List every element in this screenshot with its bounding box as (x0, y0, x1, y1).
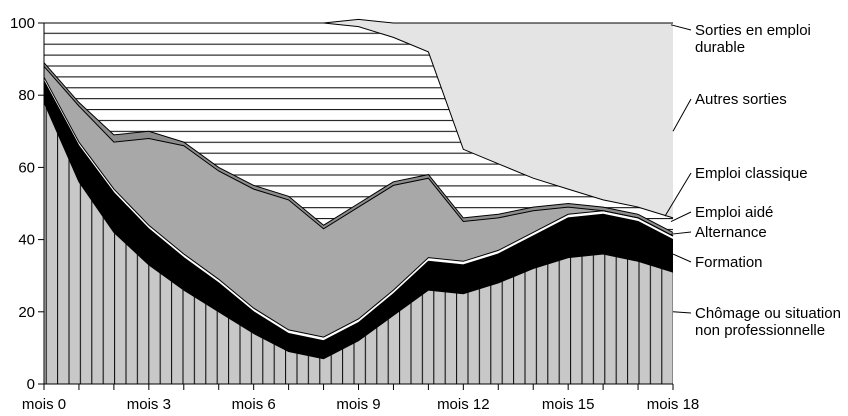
y-tick-label: 0 (27, 376, 35, 393)
x-tick-label: mois 6 (232, 396, 276, 413)
legend-label-sorties-en-emploi-durable: Sorties en emploi durable (695, 22, 811, 56)
x-tick-label: mois 9 (336, 396, 380, 413)
legend-label-alternance: Alternance (695, 224, 767, 241)
legend-leader-emploi-classique (664, 172, 692, 217)
x-tick-label: mois 15 (542, 396, 595, 413)
area-autres-sorties (44, 23, 673, 233)
series-line-emploi-classique (43, 62, 674, 233)
series-line-alternance (43, 76, 674, 338)
legend-label-autres-sorties: Autres sorties (695, 91, 787, 108)
series-line-formation (43, 80, 674, 342)
y-tick-label: 20 (18, 304, 35, 321)
y-tick-label: 40 (18, 232, 35, 249)
legend-leader-emploi-aide (670, 211, 692, 223)
legend-leader-chomage-ou-situation-non-professionnelle (672, 311, 692, 314)
series-line-sorties-en-emploi-durable (44, 18, 673, 24)
x-tick-label: mois 12 (437, 396, 490, 413)
legend: Sorties en emploi durable Autres sorties Em… (664, 22, 841, 339)
legend-label-emploi-aide: Emploi aidé (695, 204, 773, 221)
legend-label-emploi-classique: Emploi classique (695, 165, 808, 182)
legend-label-chomage-ou-situation-non-professionnelle: Chômage ou situation non professionnelle (695, 305, 841, 339)
legend-leader-formation (672, 253, 692, 263)
series-line-emploi-aide (43, 65, 674, 237)
y-tick-label: 80 (18, 87, 35, 104)
legend-leader-sorties-en-emploi-durable (670, 24, 692, 31)
area-sorties-en-emploi-durable (44, 19, 673, 218)
legend-leader-alternance (670, 231, 692, 235)
series-line-chomage-ou-situation-non-professionnelle (43, 102, 674, 360)
x-tick-label: mois 0 (22, 396, 66, 413)
area-emploi-aide (44, 66, 673, 338)
x-tick-label: mois 18 (647, 396, 700, 413)
legend-label-formation: Formation (695, 254, 763, 271)
area-formation (44, 80, 673, 359)
y-tick-label: 100 (10, 15, 35, 32)
area-chomage-ou-situation-non-professionnelle (44, 102, 673, 385)
area-layers (43, 18, 674, 385)
x-tick-label: mois 3 (127, 396, 171, 413)
axes: 0 20 40 60 80 100 mois 0 mois 3 mois 6 mois 9 mois… (10, 15, 699, 413)
legend-leader-autres-sorties (672, 98, 692, 132)
y-tick-label: 60 (18, 159, 35, 176)
